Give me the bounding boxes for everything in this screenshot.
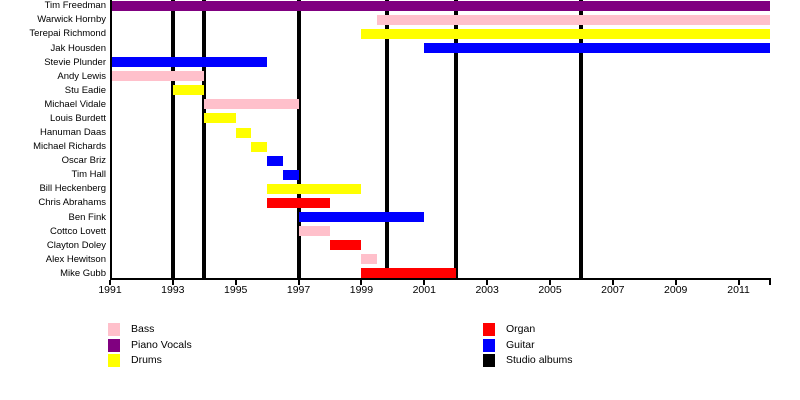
timeline-bar-mike-gubb	[361, 268, 456, 279]
plot-area	[110, 0, 770, 279]
x-tick-2005	[549, 280, 551, 285]
row-label-tim-freedman: Tim Freedman	[44, 0, 106, 12]
row-label-alex-hewitson: Alex Hewitson	[45, 253, 106, 265]
studio-album-line-1999.8	[384, 0, 389, 278]
timeline-bar-chris-abrahams	[267, 197, 330, 208]
x-tick-label-2007: 2007	[601, 284, 625, 296]
legend-item-organ: Organ	[483, 323, 573, 336]
x-tick-label-1999: 1999	[349, 284, 374, 296]
timeline-bar-warwick-hornby	[377, 14, 770, 25]
row-label-terepai-richmond: Terepai Richmond	[29, 28, 106, 40]
x-tick-1997	[297, 280, 300, 285]
legend-label-guitar: Guitar	[506, 338, 535, 351]
x-tick-1993	[171, 280, 174, 285]
legend-item-studio-albums: Studio albums	[483, 354, 573, 367]
row-label-michael-richards: Michael Richards	[33, 141, 106, 153]
x-tick-label-1993: 1993	[161, 284, 185, 296]
timeline-bar-stevie-plunder	[110, 57, 268, 68]
y-axis-member-labels: Tim Freedman Warwick Hornby Terepai Richmo…	[0, 0, 107, 279]
legend-swatch-organ	[483, 323, 495, 336]
row-label-hanuman-daas: Hanuman Daas	[39, 127, 106, 139]
row-label-stevie-plunder: Stevie Plunder	[44, 56, 106, 68]
legend-column-left: Bass Piano Vocals Drums	[108, 323, 192, 370]
legend-column-right: Organ Guitar Studio albums	[483, 323, 573, 370]
x-tick-label-1997: 1997	[286, 284, 311, 296]
x-tick-label-2005: 2005	[538, 284, 562, 296]
timeline-bar-bill-heckenberg	[267, 183, 362, 194]
legend-label-studio-albums: Studio albums	[506, 354, 573, 366]
timeline-bar-clayton-doley	[330, 240, 362, 251]
legend-item-guitar: Guitar	[483, 338, 573, 352]
timeline-bar-stu-eadie	[172, 85, 205, 96]
timeline-bar-tim-freedman	[110, 0, 770, 11]
timeline-bar-oscar-briz	[267, 155, 283, 166]
timeline-bar-ben-fink	[298, 212, 425, 222]
legend-swatch-studio-albums	[483, 354, 495, 367]
row-label-stu-eadie: Stu Eadie	[64, 84, 106, 96]
legend-item-drums: Drums	[108, 354, 192, 367]
timeline-bar-terepai-richmond	[361, 28, 770, 39]
legend-swatch-piano-vocals	[108, 338, 120, 352]
legend-swatch-guitar	[483, 338, 495, 352]
row-label-tim-hall: Tim Hall	[71, 169, 106, 181]
timeline-bar-michael-vidale	[204, 99, 299, 110]
legend-label-piano-vocals: Piano Vocals	[131, 338, 192, 351]
x-tick-label-2011: 2011	[727, 284, 750, 296]
x-tick-1999	[360, 280, 363, 285]
row-label-louis-burdett: Louis Burdett	[50, 112, 106, 124]
x-tick-label-2009: 2009	[664, 284, 688, 296]
studio-album-line-2006	[579, 0, 584, 278]
studio-album-line-2002	[453, 0, 458, 278]
row-label-bill-heckenberg: Bill Heckenberg	[39, 183, 106, 195]
y-axis-line	[110, 0, 112, 279]
row-label-chris-abrahams: Chris Abrahams	[38, 197, 106, 209]
timeline-bar-louis-burdett	[204, 113, 236, 124]
timeline-bar-alex-hewitson	[361, 254, 378, 265]
row-label-michael-vidale: Michael Vidale	[44, 98, 106, 110]
x-tick-label-1995: 1995	[224, 284, 248, 296]
legend-swatch-drums	[108, 354, 120, 367]
row-label-clayton-doley: Clayton Doley	[46, 239, 106, 251]
x-tick-label-2003: 2003	[475, 284, 499, 296]
row-label-mike-gubb: Mike Gubb	[60, 267, 106, 279]
timeline-bar-cottco-lovett	[298, 226, 330, 237]
timeline-bar-hanuman-daas	[235, 127, 252, 138]
timeline-bar-tim-hall	[282, 169, 299, 180]
x-tick-2011	[737, 280, 740, 285]
studio-album-line-1993	[170, 0, 175, 278]
legend-label-organ: Organ	[506, 323, 536, 335]
x-tick-2009	[674, 280, 677, 285]
timeline-bar-jak-housden	[424, 43, 770, 54]
legend-item-bass: Bass	[108, 323, 192, 336]
legend-item-piano-vocals: Piano Vocals	[108, 338, 192, 352]
timeline-bar-michael-richards	[251, 141, 268, 152]
x-tick-end	[769, 280, 771, 285]
x-tick-label-1991: 1991	[98, 284, 122, 296]
row-label-oscar-briz: Oscar Briz	[61, 155, 106, 167]
studio-album-line-1997	[296, 0, 301, 278]
x-tick-1991	[109, 280, 111, 285]
row-label-andy-lewis: Andy Lewis	[57, 70, 106, 82]
timeline-bar-andy-lewis	[110, 71, 205, 82]
legend-label-bass: Bass	[131, 323, 155, 335]
row-label-cottco-lovett: Cottco Lovett	[50, 225, 106, 237]
x-tick-label-2001: 2001	[412, 284, 436, 296]
legend-label-drums: Drums	[131, 354, 162, 366]
studio-album-line-1994	[202, 0, 207, 278]
row-label-jak-housden: Jak Housden	[50, 42, 106, 54]
x-axis-line	[110, 278, 771, 280]
x-tick-2001	[423, 280, 426, 285]
legend-swatch-bass	[108, 323, 120, 336]
x-tick-2003	[486, 280, 489, 285]
x-tick-2007	[611, 280, 614, 285]
row-label-warwick-hornby: Warwick Hornby	[37, 14, 106, 26]
row-label-ben-fink: Ben Fink	[68, 211, 107, 223]
x-tick-1995	[234, 280, 237, 285]
